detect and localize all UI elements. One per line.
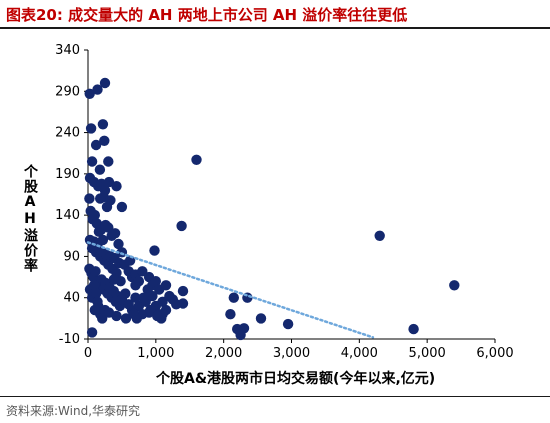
data-point xyxy=(116,247,128,258)
y-tick-label: 40 xyxy=(63,291,80,306)
data-point xyxy=(282,318,294,330)
y-tick-label: 340 xyxy=(55,43,80,58)
data-point xyxy=(89,209,101,221)
data-point xyxy=(97,313,108,324)
data-point xyxy=(97,234,109,246)
source-note: 资料来源:Wind,华泰研究 xyxy=(6,404,141,418)
data-point xyxy=(149,245,160,256)
y-tick-label: 240 xyxy=(55,126,80,141)
data-point xyxy=(191,154,202,165)
data-point xyxy=(120,288,131,299)
data-point xyxy=(176,220,187,232)
source-divider xyxy=(0,396,550,397)
data-point xyxy=(157,296,168,307)
data-point xyxy=(94,164,106,175)
data-point xyxy=(111,310,122,322)
data-point xyxy=(105,195,116,206)
x-tick-label: 6,000 xyxy=(476,346,513,361)
y-tick-label: -10 xyxy=(59,332,80,347)
x-tick-label: 1,000 xyxy=(137,346,174,361)
x-tick-label: 3,000 xyxy=(273,346,310,361)
data-point xyxy=(374,230,385,241)
x-tick-label: 5,000 xyxy=(409,346,446,361)
data-point xyxy=(130,292,141,303)
y-tick-label: 90 xyxy=(63,249,80,264)
data-point xyxy=(99,135,110,146)
title-divider xyxy=(0,27,550,29)
data-point xyxy=(255,313,267,324)
data-point xyxy=(113,238,124,250)
data-point xyxy=(92,84,103,95)
data-point xyxy=(86,156,98,167)
data-point xyxy=(103,222,114,233)
data-point xyxy=(120,313,132,324)
data-point xyxy=(90,266,101,277)
data-point xyxy=(99,77,111,89)
x-axis-label: 个股A&港股两市日均交易额(今年以来,亿元) xyxy=(156,371,436,387)
x-tick-label: 4,000 xyxy=(341,346,378,361)
data-point xyxy=(84,88,95,100)
data-point xyxy=(90,288,102,299)
data-point xyxy=(150,276,161,287)
data-point xyxy=(85,123,97,134)
data-point xyxy=(177,298,189,309)
data-point xyxy=(92,296,103,307)
y-axis-label: 个股AH溢价率 xyxy=(22,164,38,273)
data-point xyxy=(235,329,246,341)
data-point xyxy=(145,304,156,316)
data-point xyxy=(108,274,120,285)
data-point xyxy=(408,323,419,335)
data-point xyxy=(84,193,95,204)
data-point xyxy=(109,228,121,239)
data-point xyxy=(90,139,102,151)
data-point xyxy=(142,284,153,295)
figure-title: 图表20: 成交量大的 AH 两地上市公司 AH 溢价率往往更低 xyxy=(6,6,408,24)
data-point xyxy=(137,266,148,277)
data-point xyxy=(138,292,149,303)
data-point xyxy=(449,280,460,291)
data-point xyxy=(160,280,172,291)
data-point xyxy=(130,280,141,291)
data-point xyxy=(225,309,236,320)
axes: -10 40 90 140 190 240 290 340 0 1,000 2,000 3,000 4,… xyxy=(55,43,513,361)
y-tick-label: 190 xyxy=(55,167,80,182)
trend-line xyxy=(86,241,375,339)
trendline xyxy=(86,241,375,339)
y-tick-label: 290 xyxy=(55,84,80,99)
y-tick-label: 140 xyxy=(55,208,80,223)
data-point xyxy=(88,280,100,291)
data-point xyxy=(97,119,109,130)
data-point xyxy=(103,156,114,167)
data-point xyxy=(86,327,98,338)
data-point xyxy=(131,313,142,324)
x-tick-label: 0 xyxy=(84,346,92,361)
data-points xyxy=(84,77,460,341)
data-point xyxy=(89,304,101,316)
data-point xyxy=(152,310,163,322)
data-point xyxy=(177,285,189,297)
data-point xyxy=(116,201,128,213)
data-point xyxy=(111,181,122,192)
data-point xyxy=(228,292,239,303)
x-tick-label: 2,000 xyxy=(205,346,242,361)
